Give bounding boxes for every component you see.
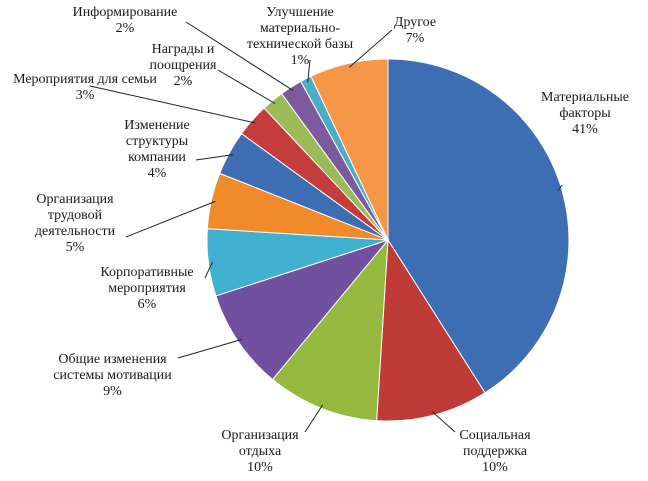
slice-label: Организация отдыха 10% — [205, 428, 315, 476]
percent-label: 41% — [572, 122, 598, 137]
leader-line — [349, 29, 393, 68]
slice-label: Корпоративные мероприятия 6% — [82, 265, 212, 313]
percent-label: 6% — [137, 297, 157, 312]
slice-label: Информирование 2% — [55, 5, 195, 37]
category-name: Изменение структуры компании — [124, 118, 190, 165]
leader-line — [557, 184, 563, 191]
category-name: Другое — [393, 15, 437, 30]
category-name: Мероприятия для семьи — [13, 72, 157, 87]
slice-label: Социальная поддержка 10% — [440, 428, 550, 476]
category-name: Общие изменения системы мотивации — [53, 352, 172, 383]
percent-label: 1% — [290, 53, 310, 68]
category-name: Социальная поддержка — [459, 428, 531, 459]
slice-label: Награды и поощрения 2% — [140, 42, 226, 90]
leader-line — [125, 200, 216, 238]
category-name: Организация отдыха — [221, 428, 299, 459]
percent-label: 2% — [115, 21, 135, 36]
pie-slice — [387, 58, 570, 394]
leader-line — [217, 69, 276, 105]
slice-label: Организация трудовой деятельности 5% — [10, 192, 140, 256]
slice-label: Общие изменения системы мотивации 9% — [40, 352, 185, 400]
category-name: Информирование — [72, 5, 178, 20]
leader-line — [177, 339, 242, 359]
percent-label: 5% — [65, 240, 85, 255]
percent-label: 3% — [75, 88, 95, 103]
percent-label: 7% — [405, 31, 425, 46]
category-name: Организация трудовой деятельности — [34, 192, 116, 239]
leader-line — [307, 59, 311, 83]
percent-label: 2% — [173, 74, 193, 89]
category-name: Улучшение материально-технической базы — [246, 5, 354, 52]
percent-label: 10% — [247, 460, 273, 475]
slice-label: Улучшение материально-технической базы 1% — [235, 5, 365, 69]
category-name: Награды и поощрения — [149, 42, 217, 73]
percent-label: 10% — [482, 460, 508, 475]
slice-label: Мероприятия для семьи 3% — [10, 72, 160, 104]
slice-label: Другое 7% — [380, 15, 450, 47]
leader-line — [185, 21, 294, 91]
leader-line — [195, 154, 233, 161]
category-name: Корпоративные мероприятия — [100, 265, 194, 296]
category-name: Материальные факторы — [541, 90, 629, 121]
pie-slice — [376, 238, 486, 422]
leader-line — [204, 261, 213, 279]
leader-line — [89, 85, 256, 124]
pie-slice — [215, 238, 390, 381]
percent-label: 4% — [147, 166, 167, 181]
leader-line — [431, 411, 456, 433]
pie-slice — [310, 58, 389, 241]
slice-label: Изменение структуры компании 4% — [108, 118, 206, 182]
slice-label: Материальные факторы 41% — [535, 90, 635, 138]
percent-label: 9% — [103, 384, 122, 399]
leader-line — [304, 404, 324, 433]
pie-slice — [271, 238, 389, 422]
